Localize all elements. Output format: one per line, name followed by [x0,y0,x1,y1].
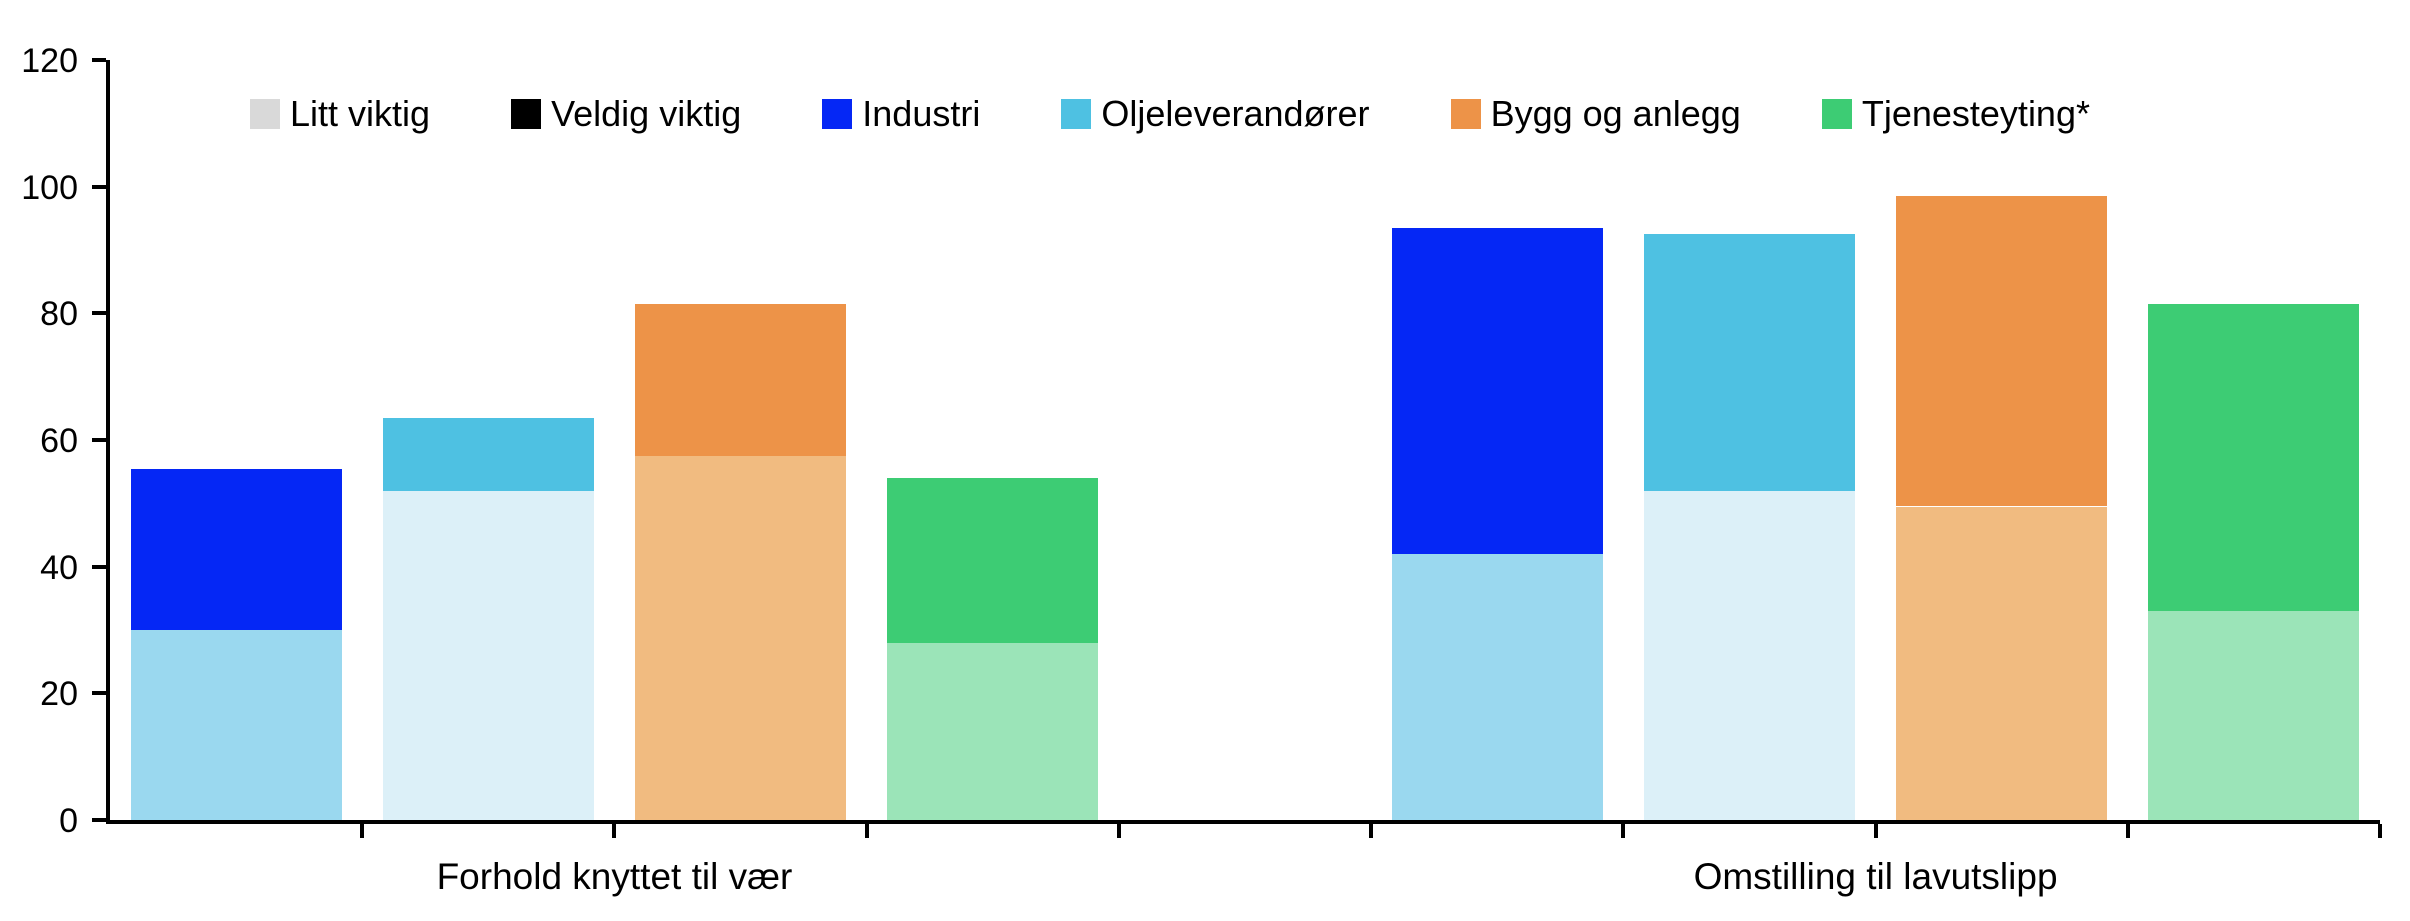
x-group-label: Forhold knyttet til vær [436,856,793,897]
bar-Industri-litt-viktig [131,630,342,820]
bar-Bygg og anlegg-veldig-viktig [1896,196,2107,507]
bar-Industri-veldig-viktig [131,468,342,630]
legend-label: Litt viktig [290,93,431,134]
bar-Bygg og anlegg-veldig-viktig [635,303,846,456]
y-axis-tick [92,311,106,316]
legend-item-Industri: Industri [822,96,980,132]
legend-item-Oljeleverandører: Oljeleverandører [1061,93,1370,134]
y-axis-tick [92,691,106,696]
bar-Tjenesteyting*-litt-viktig [2148,611,2359,820]
bar-Oljeleverandører-litt-viktig [383,490,594,820]
x-axis-line [106,820,2380,824]
x-axis-tick [864,824,869,838]
bar-Tjenesteyting*-veldig-viktig [2148,303,2359,611]
y-axis-line [106,60,110,824]
legend-label: Industri [862,93,981,134]
legend-item-Tjenesteyting*: Tjenesteyting* [1821,93,2090,134]
legend-swatch-icon [822,99,853,129]
y-tick-label: 80 [40,295,78,334]
legend-label: Bygg og anlegg [1490,93,1741,134]
legend-swatch-icon [511,99,542,129]
y-tick-label: 60 [40,422,78,460]
bar-Oljeleverandører-veldig-viktig [383,417,594,491]
y-axis-tick [92,58,106,62]
y-tick-label: 40 [40,548,78,587]
chart-legend: Litt viktig Veldig viktig Industri Oljeleve… [250,96,2090,132]
bar-Industri-veldig-viktig [1392,227,1603,554]
x-group-label: Omstilling til lavutslipp [1693,856,2058,897]
x-axis-tick [612,824,617,838]
x-axis-tick [2125,824,2130,838]
x-axis-tick [1873,824,1878,838]
x-axis-tick [2378,824,2382,838]
legend-swatch-icon [1450,99,1481,129]
legend-label: Veldig viktig [551,93,742,134]
legend-swatch-icon [1061,99,1092,129]
legend-item-Veldig viktig: Veldig viktig [511,96,741,132]
legend-item-Litt viktig: Litt viktig [250,96,430,132]
legend-swatch-icon [1821,99,1852,129]
x-axis-tick [1116,824,1121,838]
bar-Tjenesteyting*-veldig-viktig [887,478,1098,643]
legend-label: Tjenesteyting* [1861,93,2090,134]
bar-Oljeleverandører-veldig-viktig [1644,234,1855,491]
y-axis-tick [92,818,106,822]
bar-Industri-litt-viktig [1392,554,1603,820]
legend-swatch-icon [250,99,280,129]
y-axis-tick [92,184,106,189]
y-tick-label: 120 [21,42,78,80]
bar-Bygg og anlegg-litt-viktig [1896,506,2107,820]
y-axis-tick [92,438,106,442]
bar-Tjenesteyting*-litt-viktig [887,642,1098,820]
x-axis-tick [360,824,365,838]
y-axis-tick [92,564,106,569]
x-axis-tick [1621,824,1626,838]
y-tick-label: 0 [59,802,78,840]
legend-item-Bygg og anlegg: Bygg og anlegg [1450,93,1741,134]
bar-Oljeleverandører-litt-viktig [1644,490,1855,820]
legend-label: Oljeleverandører [1101,93,1370,134]
x-axis-tick [1369,824,1374,838]
bar-Bygg og anlegg-litt-viktig [635,455,846,820]
y-tick-label: 100 [21,168,78,207]
y-tick-label: 20 [40,675,78,714]
